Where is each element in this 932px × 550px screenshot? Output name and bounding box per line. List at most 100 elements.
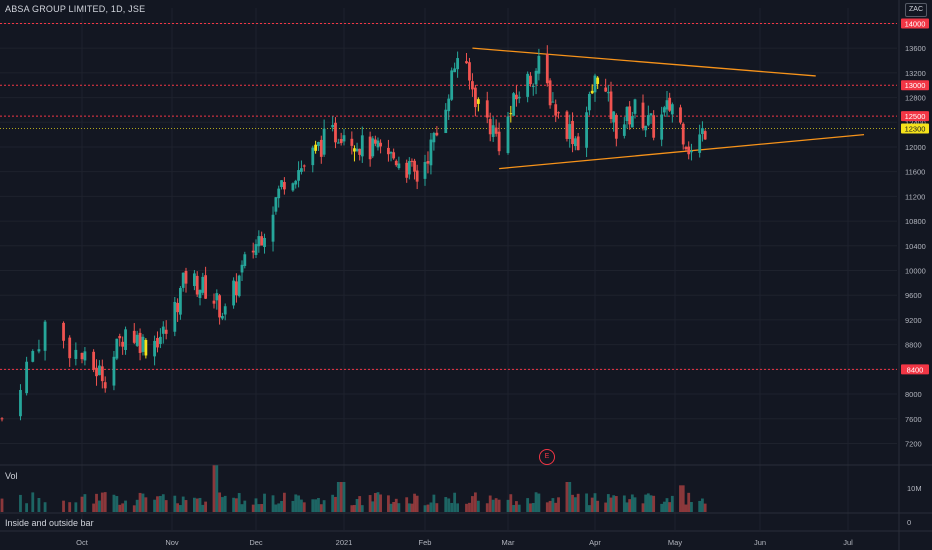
candle-body xyxy=(687,146,691,155)
volume-bar xyxy=(83,494,87,512)
volume-bar xyxy=(426,504,430,512)
candle-body xyxy=(280,180,283,188)
candle-body xyxy=(494,127,498,134)
level-badge-label: 12500 xyxy=(905,112,926,121)
candle-body xyxy=(679,107,682,123)
candle-body xyxy=(444,109,448,134)
volume-bar xyxy=(423,505,427,512)
candle-body xyxy=(545,54,549,84)
candle-body xyxy=(379,142,382,147)
candle-body xyxy=(485,100,489,118)
candle-body xyxy=(410,160,414,162)
earnings-event-marker[interactable]: E xyxy=(539,449,555,465)
volume-bar xyxy=(630,494,634,512)
candle-body xyxy=(628,106,632,125)
y-tick-label: 10400 xyxy=(905,242,926,251)
candle-body xyxy=(358,148,362,155)
y-tick-label: 9200 xyxy=(905,316,922,325)
volume-bar xyxy=(684,504,688,512)
volume-bar xyxy=(112,494,116,512)
volume-bar xyxy=(300,499,303,512)
candle-body xyxy=(622,124,626,136)
x-tick-label: Mar xyxy=(502,538,515,547)
candle-body xyxy=(243,254,247,266)
candle-body xyxy=(215,293,219,301)
candle-body xyxy=(251,250,255,253)
candle-body xyxy=(80,352,84,360)
volume-bar xyxy=(587,505,591,512)
candle-body xyxy=(240,264,244,273)
candle-body xyxy=(195,275,199,295)
volume-bar xyxy=(153,499,156,512)
volume-bar xyxy=(291,500,295,512)
y-tick-label: 12000 xyxy=(905,143,926,152)
volume-bar xyxy=(687,492,691,512)
candle-body xyxy=(311,147,315,166)
candle-body xyxy=(62,322,65,341)
volume-bar xyxy=(31,492,35,512)
candlesticks xyxy=(0,45,707,422)
volume-bar xyxy=(368,495,372,512)
volume-bar xyxy=(95,493,98,512)
volume-bar xyxy=(176,503,179,512)
volume-bar xyxy=(132,505,136,512)
volume-bar xyxy=(485,503,489,512)
candle-body xyxy=(297,170,300,181)
volume-bar xyxy=(506,499,510,512)
volume-bar xyxy=(435,503,439,512)
candle-body xyxy=(415,170,419,182)
volume-bar xyxy=(0,498,4,512)
triangle-trendline xyxy=(499,133,865,170)
volume-bar xyxy=(237,493,241,512)
candle-body xyxy=(660,114,664,140)
volume-bar xyxy=(447,498,451,512)
candle-body xyxy=(68,337,72,359)
level-badge-label: 14000 xyxy=(905,19,926,28)
volume-bar xyxy=(698,500,702,512)
volume-bar xyxy=(339,482,343,512)
currency-button[interactable]: ZAC xyxy=(905,3,927,17)
candle-body xyxy=(331,124,335,128)
volume-bar xyxy=(576,493,580,512)
candle-body xyxy=(232,280,235,306)
candle-body xyxy=(413,160,416,172)
candle-body xyxy=(118,336,122,339)
candle-body xyxy=(701,128,704,134)
candle-body xyxy=(124,329,127,350)
x-tick-label: Jun xyxy=(754,538,766,547)
volume-bar xyxy=(342,482,346,512)
volume-bar xyxy=(660,503,664,512)
candle-body xyxy=(641,102,645,129)
candle-body xyxy=(334,122,337,143)
volume-bar xyxy=(444,497,448,512)
candle-body xyxy=(397,163,401,169)
volume-bar xyxy=(103,492,107,512)
volume-bar xyxy=(548,500,552,512)
volume-bar xyxy=(531,502,535,512)
volume-bar xyxy=(336,482,340,512)
y-tick-label: 8000 xyxy=(905,390,922,399)
volume-bar xyxy=(100,492,104,512)
volume-bar xyxy=(606,494,610,512)
candle-body xyxy=(237,275,241,297)
level-badge xyxy=(901,80,929,91)
price-axis: 7200 7600 8000 8400 8800 9200 9600 10000 10400 10… xyxy=(905,19,926,527)
volume-bar xyxy=(494,498,498,512)
volume-bar xyxy=(376,492,380,512)
volume-bar xyxy=(184,500,188,512)
volume-bar xyxy=(311,499,315,512)
volume-bar xyxy=(221,497,224,512)
volume-bar xyxy=(135,499,139,512)
volume-tick-label: 10M xyxy=(907,484,922,493)
level-badge xyxy=(901,111,929,122)
candle-body xyxy=(630,116,634,128)
volume-label: Vol xyxy=(5,471,18,481)
volume-bar xyxy=(526,498,530,512)
volume-bar xyxy=(681,485,685,512)
volume-bar xyxy=(92,503,96,512)
candle-body xyxy=(517,96,521,99)
y-tick-label: 11200 xyxy=(905,192,925,201)
candle-body xyxy=(300,168,303,172)
